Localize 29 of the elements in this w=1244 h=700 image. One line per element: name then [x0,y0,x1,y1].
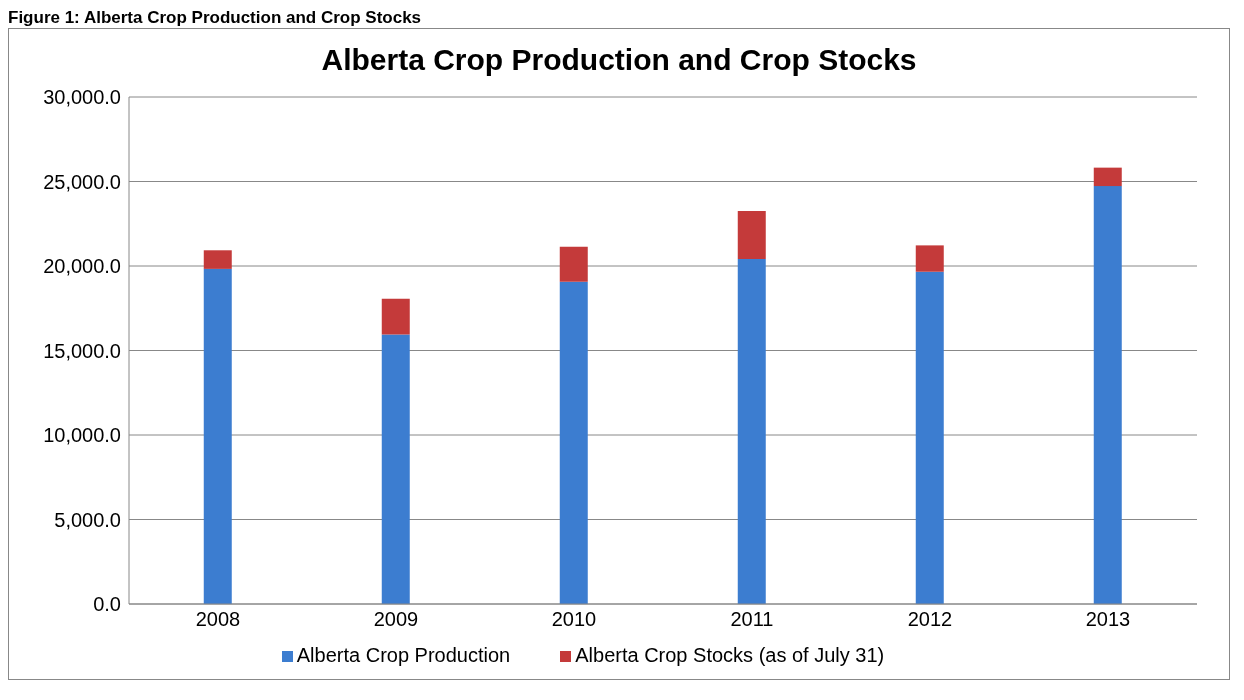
bar [381,298,410,335]
y-tick-label: 25,000.0 [43,170,121,193]
y-tick-label: 20,000.0 [43,255,121,278]
bar [737,211,766,259]
y-tick-label: 5,000.0 [54,508,121,531]
bar [203,268,232,604]
x-tick-label: 2013 [1085,608,1131,631]
x-tick-label: 2008 [195,608,241,631]
caption: Figure 1: Alberta Crop Production and Crop Stocks [8,8,423,28]
y-tick-label: 10,000.0 [43,424,121,447]
bar [1093,186,1122,604]
y-tick-label: 0.0 [93,593,121,616]
bar [559,246,588,282]
bar [737,258,766,604]
x-tick-label: 2011 [730,608,774,631]
y-tick-label: 15,000.0 [43,339,121,362]
legend-label: Alberta Crop Production [296,644,511,666]
bar [1093,167,1122,187]
bar [203,250,232,269]
bar [915,271,944,604]
x-tick-label: 2012 [907,608,953,631]
x-tick-label: 2009 [373,608,419,631]
bar [381,334,410,604]
legend-label: Alberta Crop Stocks (as of July 31) [575,644,885,666]
bar [915,245,944,272]
chart-title: Alberta Crop Production and Crop Stocks [320,43,918,78]
x-tick-label: 2010 [551,608,597,631]
bar [559,281,588,604]
y-tick-label: 30,000.0 [43,86,121,109]
